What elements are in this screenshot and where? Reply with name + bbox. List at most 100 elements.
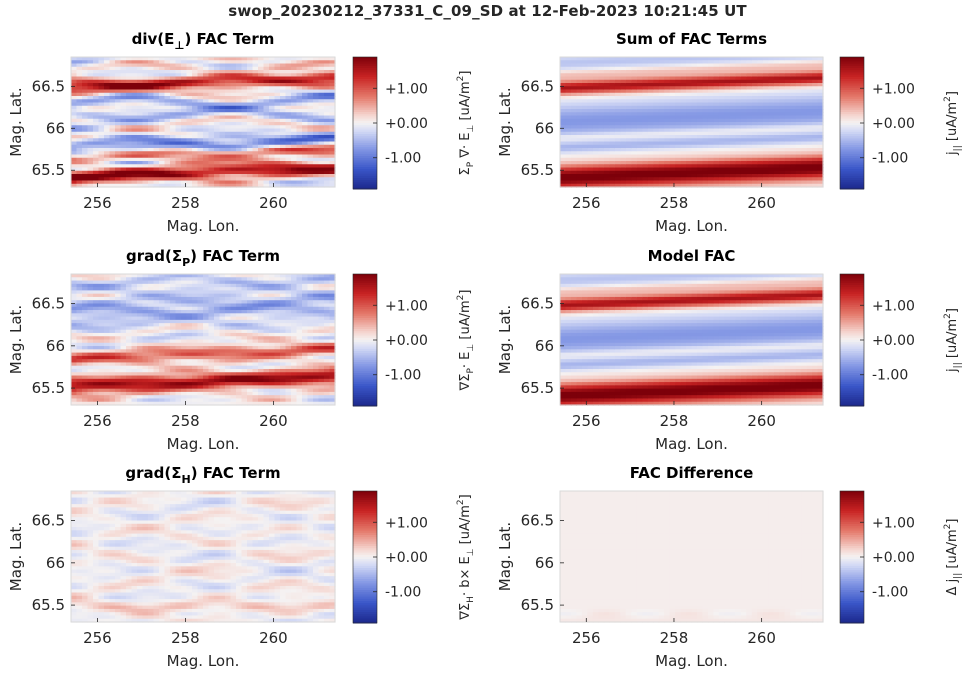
heatmap-cell [104, 378, 111, 383]
heatmap-cell [109, 280, 116, 285]
heatmap-cell [291, 164, 298, 169]
heatmap-cell [757, 96, 764, 100]
heatmap-cell [801, 57, 808, 61]
heatmap-cell [307, 99, 314, 104]
heatmap-cell [779, 177, 786, 182]
heatmap-cell [230, 138, 237, 143]
heatmap-cell [98, 177, 105, 182]
heatmap-cell [609, 102, 616, 107]
heatmap-cell [137, 154, 144, 159]
heatmap-cell [735, 125, 742, 130]
heatmap-cell [76, 60, 83, 65]
heatmap-cell [170, 365, 177, 370]
heatmap-cell [680, 99, 687, 104]
heatmap-cell [801, 131, 808, 136]
heatmap-cell [120, 296, 127, 301]
heatmap-cell [592, 86, 599, 91]
heatmap-cell [126, 76, 133, 81]
heatmap-cell [192, 96, 199, 100]
heatmap-cell [109, 151, 116, 156]
heatmap-cell [142, 296, 149, 301]
heatmap-cell [153, 372, 160, 377]
heatmap-cell [609, 170, 616, 175]
heatmap-cell [120, 128, 127, 133]
heatmap-cell [93, 125, 100, 130]
heatmap-cell [93, 128, 100, 133]
heatmap-cell [142, 135, 149, 139]
heatmap-cell [186, 303, 193, 308]
heatmap-cell [746, 109, 753, 113]
heatmap-cell [93, 283, 100, 288]
heatmap-cell [817, 102, 824, 107]
heatmap-cell [702, 66, 709, 71]
heatmap-cell [175, 293, 182, 298]
heatmap-cell [93, 290, 100, 295]
heatmap-cell [603, 99, 610, 104]
heatmap-cell [181, 180, 188, 185]
heatmap-cell [576, 86, 583, 91]
heatmap-cell [614, 105, 621, 110]
heatmap-cell [784, 63, 791, 68]
heatmap-cell [296, 131, 303, 136]
heatmap-cell [757, 141, 764, 146]
heatmap-cell [153, 342, 160, 347]
heatmap-cell [120, 135, 127, 139]
heatmap-cell [724, 180, 731, 185]
heatmap-cell [159, 355, 166, 360]
heatmap-cell [197, 382, 204, 386]
heatmap-cell [241, 86, 248, 91]
heatmap-cell [131, 296, 138, 301]
heatmap-cell [795, 151, 802, 156]
heatmap-cell [707, 157, 715, 162]
heatmap-cell [713, 144, 720, 149]
heatmap-cell [82, 323, 89, 328]
heatmap-cell [208, 125, 215, 130]
heatmap-cell [137, 339, 144, 344]
heatmap-cell [131, 329, 138, 334]
heatmap-cell [817, 170, 824, 175]
heatmap-cell [620, 131, 627, 136]
heatmap-cell [779, 144, 786, 149]
heatmap-cell [664, 164, 671, 169]
heatmap-cell [724, 102, 731, 107]
heatmap-cell [126, 70, 133, 74]
heatmap-cell [98, 148, 105, 152]
heatmap-cell [636, 161, 643, 165]
heatmap-cell [614, 161, 621, 165]
heatmap-cell [87, 128, 94, 133]
colorbar-step [353, 74, 377, 78]
heatmap-cell [658, 180, 665, 185]
heatmap-cell [576, 177, 583, 182]
heatmap-cell [313, 122, 320, 126]
heatmap-cell [203, 323, 210, 328]
heatmap-cell [71, 283, 78, 288]
heatmap-cell [126, 63, 133, 68]
heatmap-cell [669, 157, 676, 162]
heatmap-cell [740, 102, 747, 107]
heatmap-cell [274, 92, 281, 97]
heatmap-cell [768, 167, 775, 172]
heatmap-cell [675, 79, 682, 84]
heatmap-cell [164, 339, 171, 344]
heatmap-cell [576, 144, 583, 149]
heatmap-cell [131, 105, 138, 110]
heatmap-cell [746, 141, 753, 146]
heatmap-cell [186, 355, 193, 360]
heatmap-cell [631, 102, 638, 107]
heatmap-cell [236, 102, 243, 107]
heatmap-cell [614, 183, 621, 188]
heatmap-cell [702, 76, 709, 81]
heatmap-cell [790, 66, 797, 71]
heatmap-cell [225, 86, 232, 91]
heatmap-cell [740, 144, 747, 149]
heatmap-cell [87, 336, 94, 341]
heatmap-cell [795, 89, 802, 94]
heatmap-cell [795, 70, 802, 74]
heatmap-cell [192, 60, 199, 65]
heatmap-cell [675, 70, 682, 74]
heatmap-cell [746, 76, 753, 81]
heatmap-cell [757, 128, 764, 133]
heatmap-cell [109, 277, 116, 282]
heatmap-cell [82, 277, 89, 282]
heatmap-cell [87, 385, 94, 390]
